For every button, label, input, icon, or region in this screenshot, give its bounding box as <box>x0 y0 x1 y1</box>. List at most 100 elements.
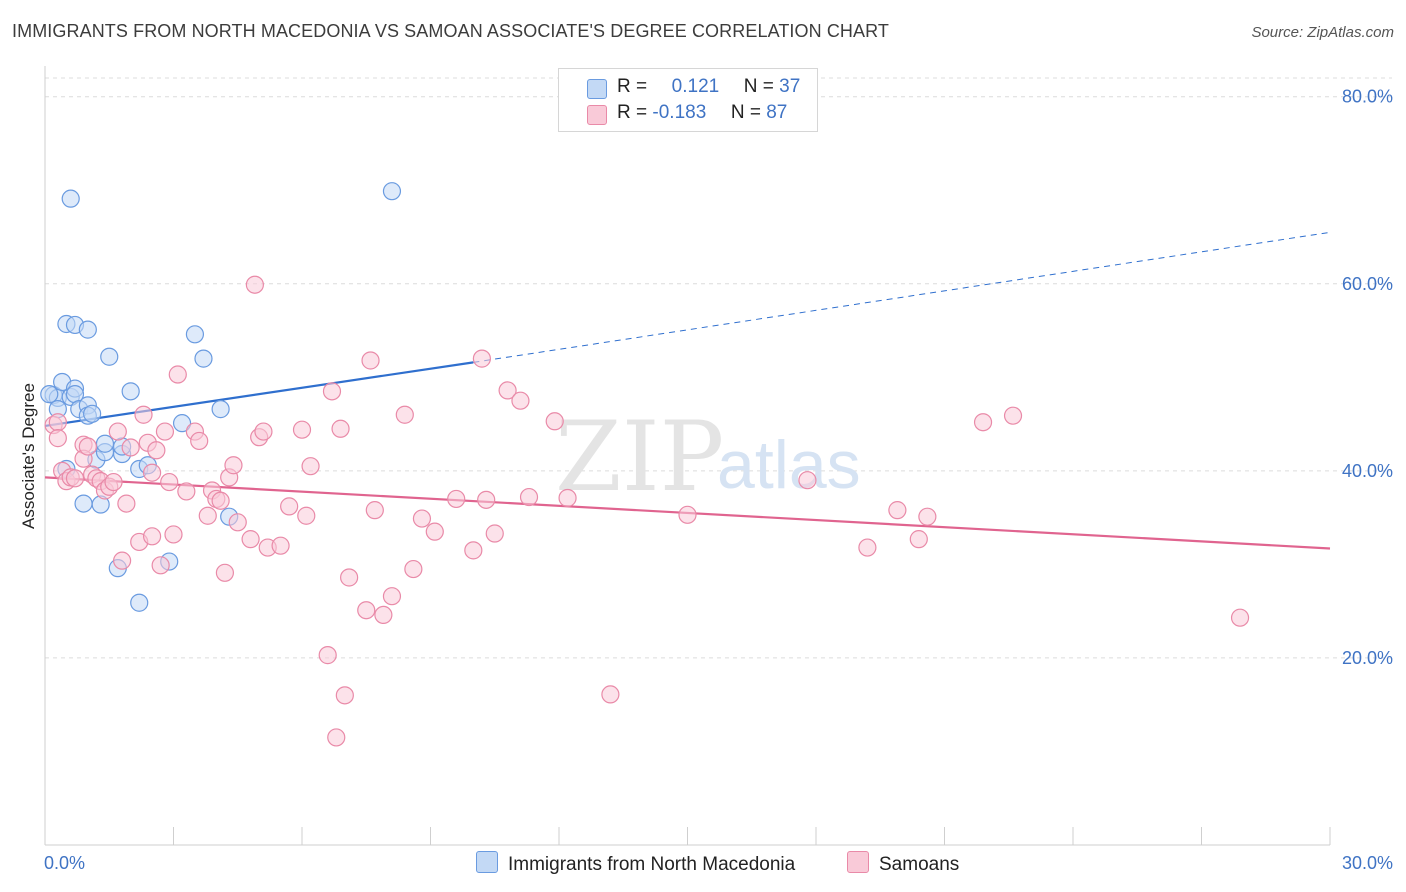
tick-labels: 20.0% 40.0% 60.0% 80.0% 0.0% 30.0% <box>44 87 1393 873</box>
samoan-point <box>909 530 928 549</box>
macedonia-point <box>194 349 213 368</box>
y-tick-label: 40.0% <box>1342 461 1393 481</box>
bottom-legend-samoans: Samoans <box>847 851 959 876</box>
y-tick-label: 80.0% <box>1342 87 1393 107</box>
x-tick-label: 30.0% <box>1342 853 1393 873</box>
samoan-point <box>1230 608 1250 627</box>
samoan-point <box>241 530 260 549</box>
samoan-point <box>121 438 140 457</box>
samoan-point <box>464 541 483 560</box>
samoan-point <box>198 506 217 525</box>
macedonia-point <box>121 382 140 401</box>
legend-n-label: N = <box>730 102 761 123</box>
macedonia-point <box>74 494 93 513</box>
samoan-point <box>228 513 247 532</box>
samoan-point <box>327 728 346 747</box>
correlation-legend: R = 0.121 N = 37 R = -0.183 N = 87 <box>558 68 818 132</box>
legend-n-label: N = <box>743 76 774 97</box>
macedonia-point <box>78 320 97 339</box>
samoan-point <box>511 391 530 410</box>
samoan-point <box>245 275 264 294</box>
bottom-legend-label-samoans: Samoans <box>879 854 960 875</box>
samoan-point <box>48 429 67 448</box>
samoan-point <box>485 524 504 543</box>
bottom-legend-swatch-macedonia <box>476 851 498 873</box>
samoan-point <box>331 419 350 438</box>
samoan-point <box>211 491 230 510</box>
axes <box>44 66 1331 846</box>
samoan-point <box>297 506 316 525</box>
samoan-point <box>134 405 153 424</box>
samoan-point <box>558 488 577 508</box>
samoan-point <box>545 412 564 431</box>
bottom-legend-label-macedonia: Immigrants from North Macedonia <box>508 854 796 875</box>
samoan-point <box>798 471 817 490</box>
samoan-point <box>164 525 183 544</box>
legend-swatch-macedonia <box>587 79 607 99</box>
samoan-point <box>168 365 187 384</box>
bottom-legend-swatch-samoans <box>847 851 869 873</box>
macedonia-trend-extension <box>473 231 1331 363</box>
legend-r-label: R = <box>617 102 648 123</box>
gridlines <box>45 77 1392 659</box>
macedonia-point <box>40 385 59 404</box>
samoan-point <box>117 494 136 513</box>
data-points <box>40 182 1250 747</box>
samoan-point <box>142 463 162 482</box>
samoan-point <box>395 405 414 424</box>
watermark-atlas: atlas <box>717 427 861 503</box>
samoan-point <box>447 489 466 509</box>
samoan-point <box>519 487 539 507</box>
samoan-point <box>340 568 359 587</box>
macedonia-point <box>130 593 149 612</box>
samoan-point <box>254 422 273 441</box>
macedonia-point <box>95 434 115 453</box>
samoan-point <box>382 587 402 606</box>
samoan-point <box>1003 406 1023 425</box>
samoan-point <box>104 472 123 492</box>
samoan-point <box>142 527 162 546</box>
samoan-point <box>280 497 299 516</box>
samoan-point <box>160 472 179 492</box>
legend-r-label: R = <box>617 76 648 97</box>
samoan-point <box>48 413 67 432</box>
watermark: ZIP atlas <box>555 401 861 513</box>
source-label: Source: ZipAtlas.com <box>1251 24 1394 41</box>
x-tick-label: 0.0% <box>44 853 85 873</box>
legend-n-value: 87 <box>766 102 788 123</box>
samoan-point <box>271 536 290 555</box>
samoan-point <box>357 601 376 620</box>
samoan-point <box>78 437 97 456</box>
samoan-point <box>477 490 496 509</box>
macedonia-trend-line <box>44 361 474 428</box>
macedonia-point <box>382 182 402 201</box>
samoan-point <box>498 381 517 400</box>
samoan-point <box>412 509 432 528</box>
macedonia-point <box>100 347 119 366</box>
samoan-point <box>177 482 196 501</box>
samoan-point <box>155 422 175 441</box>
macedonia-point <box>172 414 192 433</box>
samoan-point <box>318 646 337 665</box>
samoan-point <box>292 420 312 439</box>
samoan-point <box>365 501 384 520</box>
y-tick-label: 60.0% <box>1342 274 1393 294</box>
samoan-point <box>224 456 243 475</box>
legend-r-value: 0.121 <box>671 76 720 97</box>
samoan-point <box>190 431 209 451</box>
samoan-point <box>404 559 423 579</box>
samoan-point <box>108 422 127 441</box>
samoan-point <box>918 507 937 526</box>
watermark-zip: ZIP <box>555 401 724 513</box>
samoan-point <box>361 351 380 370</box>
samoan-point <box>215 563 234 582</box>
samoan-point <box>601 685 620 704</box>
y-axis-title: Associate's Degree <box>19 383 38 529</box>
y-tick-label: 20.0% <box>1342 648 1393 668</box>
samoan-point <box>147 441 166 460</box>
chart-title: IMMIGRANTS FROM NORTH MACEDONIA VS SAMOA… <box>12 21 890 41</box>
samoan-point <box>678 505 697 524</box>
samoan-point <box>858 538 877 557</box>
samoan-point <box>335 686 354 705</box>
